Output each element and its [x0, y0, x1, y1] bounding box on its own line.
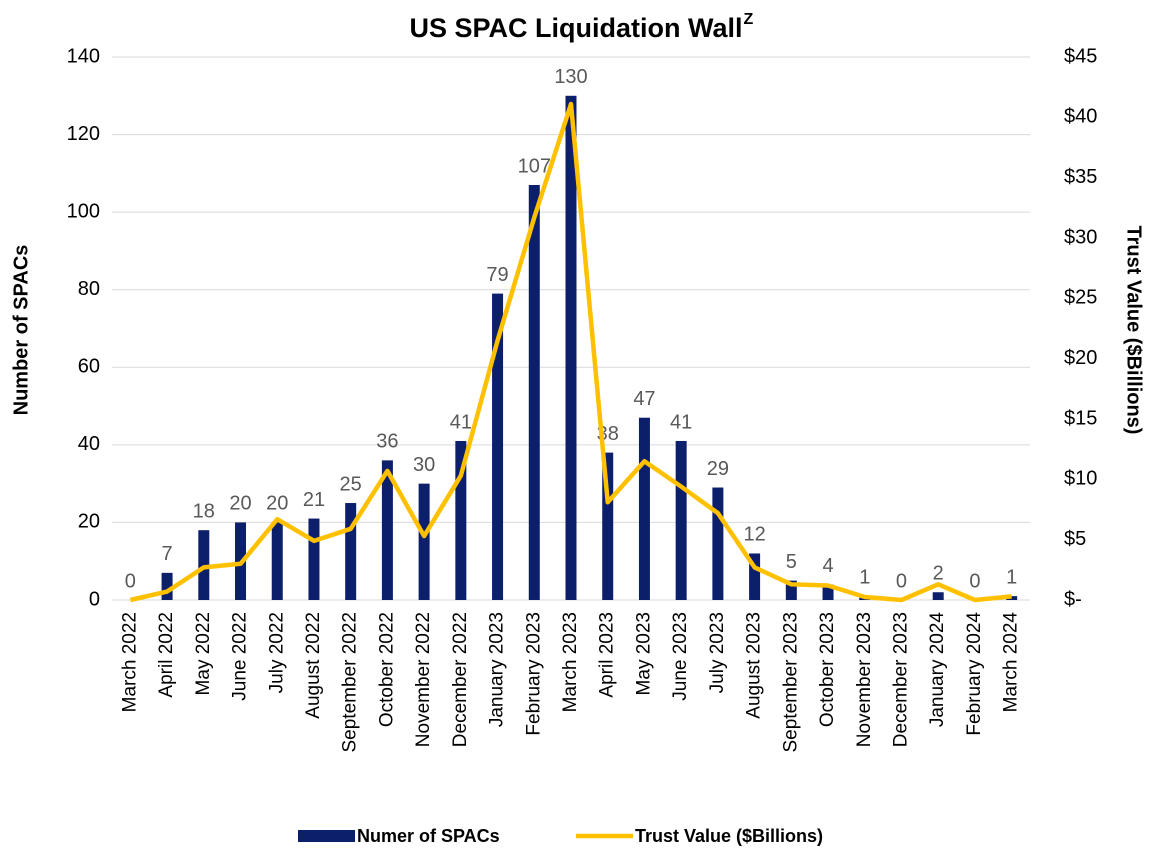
x-tick-label: August 2022: [303, 612, 324, 719]
y2-tick-label: $30: [1064, 226, 1097, 248]
bar: [712, 487, 724, 600]
x-tick-label: February 2024: [964, 612, 985, 736]
data-label: 107: [518, 155, 551, 177]
y-axis-title: Number of SPACs: [10, 245, 32, 416]
x-tick-label: May 2023: [633, 612, 654, 695]
x-tick-label: January 2024: [927, 612, 948, 728]
x-tick-label: September 2022: [340, 612, 361, 753]
y2-tick-label: $45: [1064, 45, 1097, 67]
bar: [492, 293, 504, 600]
y-tick-label: 80: [78, 278, 100, 300]
x-tick-label: January 2023: [487, 612, 508, 727]
x-tick-label: April 2022: [156, 612, 177, 698]
data-label: 12: [743, 524, 765, 546]
data-label: 0: [125, 570, 136, 592]
x-tick-label: August 2023: [744, 612, 765, 719]
bar: [785, 580, 797, 600]
bar: [675, 440, 687, 600]
data-label: 1: [859, 566, 870, 588]
x-tick-label: March 2022: [119, 612, 140, 712]
x-tick-label: July 2023: [707, 612, 728, 693]
x-tick-label: April 2023: [597, 612, 618, 698]
bar: [455, 440, 467, 600]
data-label: 47: [633, 388, 655, 410]
x-tick-label: March 2023: [560, 612, 581, 712]
data-label: 21: [303, 489, 325, 511]
y-tick-label: 20: [78, 511, 100, 533]
y-tick-label: 140: [67, 45, 100, 67]
y-tick-label: 0: [89, 588, 100, 610]
x-tick-label: November 2022: [413, 612, 434, 747]
data-label: 20: [229, 493, 251, 515]
x-tick-label: May 2022: [193, 612, 214, 695]
data-label: 0: [969, 570, 980, 592]
data-label: 18: [193, 500, 215, 522]
x-tick-label: February 2023: [523, 612, 544, 736]
chart-title: US SPAC Liquidation Wall: [410, 13, 743, 43]
y2-axis-title: Trust Value ($Billions): [1123, 226, 1145, 435]
y2-tick-label: $10: [1064, 468, 1097, 490]
bar: [638, 417, 650, 600]
legend-swatch: [298, 830, 355, 842]
x-tick-label: October 2022: [376, 612, 397, 727]
x-tick-label: October 2023: [817, 612, 838, 727]
y2-tick-label: $20: [1064, 347, 1097, 369]
data-label: 41: [670, 411, 692, 433]
data-label: 7: [162, 543, 173, 565]
bar: [345, 503, 357, 600]
x-tick-label: June 2023: [670, 612, 691, 701]
y-tick-label: 60: [78, 356, 100, 378]
y2-tick-label: $35: [1064, 166, 1097, 188]
x-tick-label: July 2022: [266, 612, 287, 693]
x-tick-label: June 2022: [230, 612, 251, 701]
data-label: 4: [822, 555, 833, 577]
bar: [198, 530, 210, 600]
y2-tick-label: $25: [1064, 287, 1097, 309]
data-label: 30: [413, 454, 435, 476]
chart-title-superscript: Z: [744, 11, 754, 28]
data-label: 79: [486, 264, 508, 286]
legend-label: Trust Value ($Billions): [635, 826, 823, 846]
bar: [271, 522, 283, 600]
line: [129, 101, 1012, 603]
bar: [602, 452, 614, 600]
x-tick-label: November 2023: [854, 612, 875, 747]
data-label: 25: [340, 473, 362, 495]
y2-tick-label: $15: [1064, 407, 1097, 429]
bar: [418, 483, 430, 600]
y-tick-label: 120: [67, 123, 100, 145]
x-tick-label: December 2022: [450, 612, 471, 747]
bar: [822, 584, 834, 600]
bar: [308, 518, 320, 600]
data-label: 5: [786, 551, 797, 573]
legend-label: Numer of SPACs: [357, 826, 500, 846]
y-tick-label: 100: [67, 200, 100, 222]
y-tick-label: 40: [78, 433, 100, 455]
x-tick-label: September 2023: [780, 612, 801, 753]
y2-tick-label: $40: [1064, 106, 1097, 128]
data-label: 29: [707, 458, 729, 480]
bar: [161, 572, 173, 600]
bar: [381, 460, 393, 600]
bar: [528, 184, 540, 600]
data-label: 2: [933, 563, 944, 585]
data-label: 20: [266, 493, 288, 515]
x-tick-label: March 2024: [1001, 612, 1022, 713]
bar: [565, 95, 577, 601]
bar: [932, 592, 944, 600]
data-label: 130: [554, 66, 587, 88]
y2-tick-label: $-: [1064, 588, 1082, 610]
data-label: 1: [1006, 566, 1017, 588]
data-label: 41: [450, 411, 472, 433]
data-label: 0: [896, 570, 907, 592]
bar: [749, 553, 761, 600]
x-tick-label: December 2023: [890, 612, 911, 747]
y2-tick-label: $5: [1064, 528, 1086, 550]
data-label: 36: [376, 431, 398, 453]
